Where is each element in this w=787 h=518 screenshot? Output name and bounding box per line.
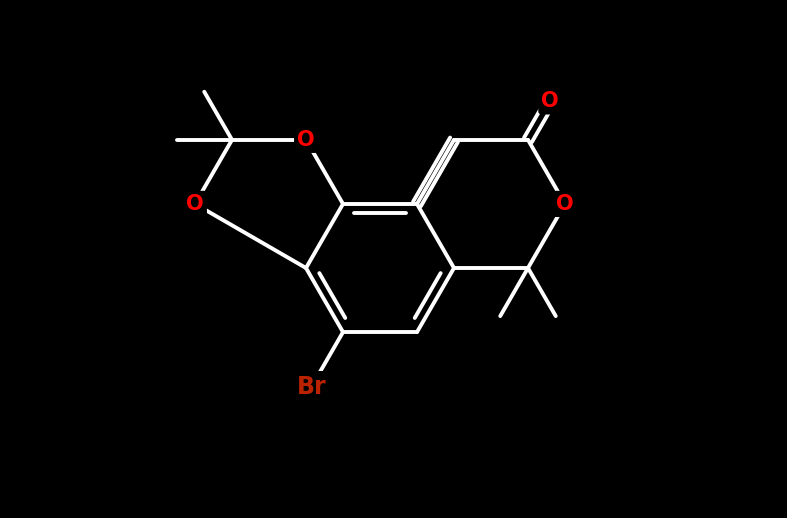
Text: O: O — [541, 91, 559, 111]
Text: O: O — [187, 194, 204, 214]
Text: Br: Br — [297, 375, 327, 398]
Text: O: O — [556, 194, 574, 214]
Text: O: O — [297, 130, 315, 150]
